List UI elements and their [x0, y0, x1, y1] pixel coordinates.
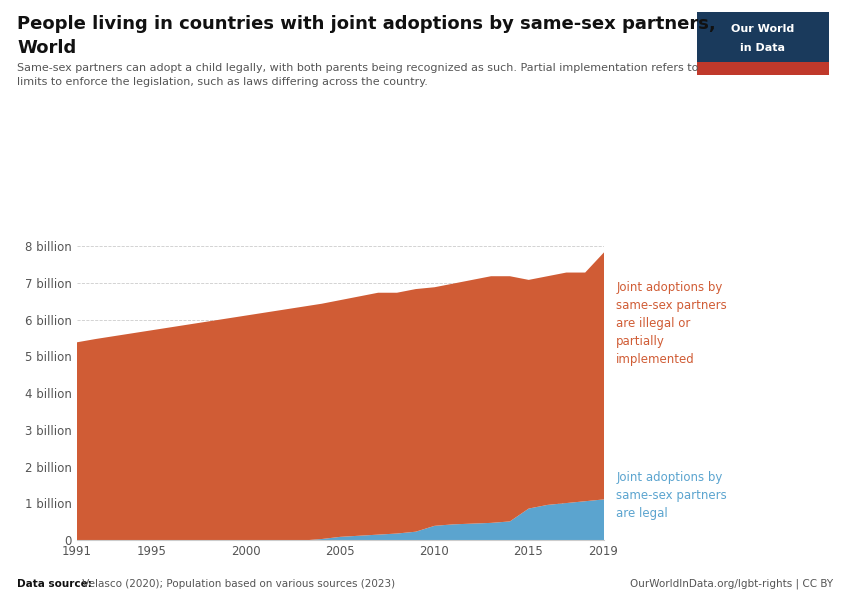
Text: Data source:: Data source:	[17, 579, 92, 589]
Text: OurWorldInData.org/lgbt-rights | CC BY: OurWorldInData.org/lgbt-rights | CC BY	[630, 578, 833, 589]
Text: World: World	[17, 39, 76, 57]
FancyBboxPatch shape	[697, 62, 829, 75]
Text: People living in countries with joint adoptions by same-sex partners,: People living in countries with joint ad…	[17, 15, 716, 33]
Text: Same-sex partners can adopt a child legally, with both parents being recognized : Same-sex partners can adopt a child lega…	[17, 63, 699, 87]
Text: Our World: Our World	[731, 24, 795, 34]
Text: Velasco (2020); Population based on various sources (2023): Velasco (2020); Population based on vari…	[79, 579, 395, 589]
Text: Joint adoptions by
same-sex partners
are legal: Joint adoptions by same-sex partners are…	[616, 470, 727, 520]
Text: Joint adoptions by
same-sex partners
are illegal or
partially
implemented: Joint adoptions by same-sex partners are…	[616, 281, 727, 367]
Text: in Data: in Data	[740, 43, 785, 53]
FancyBboxPatch shape	[697, 12, 829, 64]
